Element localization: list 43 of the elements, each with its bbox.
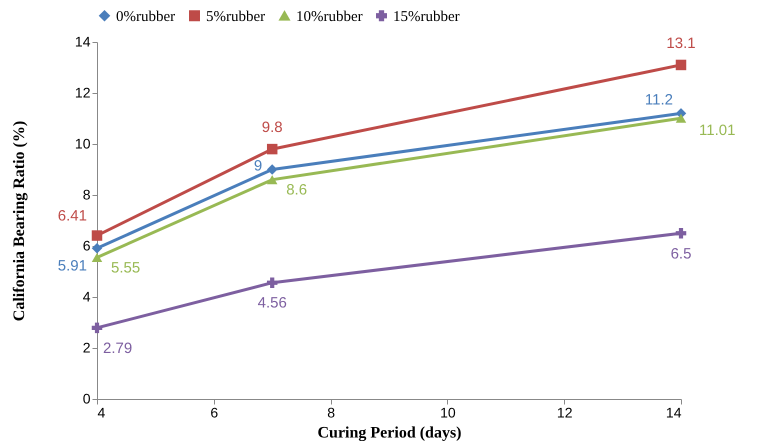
- x-tick-label: 10: [440, 404, 456, 420]
- data-label: 9: [254, 158, 262, 174]
- x-tick-label: 14: [666, 404, 682, 420]
- data-label: 5.55: [111, 259, 140, 276]
- y-tick-label: 4: [82, 288, 91, 304]
- y-tick-label: 14: [74, 34, 91, 50]
- point: [92, 243, 102, 254]
- data-label: 8.6: [286, 182, 308, 199]
- data-label: 13.1: [666, 34, 696, 52]
- data-label: 11.2: [644, 91, 673, 108]
- legend-label: 10%rubber: [296, 8, 363, 25]
- legend-label: 15%rubber: [393, 8, 460, 25]
- y-tick-label: 0: [82, 390, 91, 406]
- x-tick-label: 8: [327, 404, 336, 420]
- data-label: 9.8: [262, 119, 283, 136]
- data-label: 6.5: [670, 245, 692, 262]
- point: [676, 228, 686, 238]
- x-tick-label: 4: [98, 404, 106, 420]
- data-label: 4.56: [258, 294, 287, 312]
- legend-label: 0%rubber: [116, 8, 176, 25]
- point: [92, 322, 102, 334]
- point: [266, 277, 278, 288]
- point: [676, 60, 686, 70]
- x-tick-label: 6: [210, 404, 218, 420]
- point: [92, 230, 102, 241]
- x-axis-title: Curing Period (days): [318, 424, 462, 442]
- y-axis-title: California Bearing Ratio (%): [10, 120, 28, 322]
- point: [676, 114, 686, 123]
- x-tick-label: 12: [556, 404, 573, 420]
- data-label: 2.79: [103, 340, 132, 357]
- point: [266, 164, 278, 175]
- point: [266, 144, 278, 154]
- data-label: 5.91: [58, 257, 87, 274]
- point: [92, 252, 102, 262]
- y-tick-label: 2: [82, 340, 91, 356]
- data-label: 6.41: [58, 208, 87, 225]
- y-tick-label: 6: [82, 238, 91, 254]
- y-tick-label: 8: [82, 186, 91, 202]
- y-tick-label: 12: [74, 84, 91, 100]
- legend-label: 5%rubber: [206, 8, 266, 25]
- data-label: 11.01: [699, 122, 736, 140]
- point: [266, 175, 278, 184]
- y-tick-label: 10: [74, 136, 91, 152]
